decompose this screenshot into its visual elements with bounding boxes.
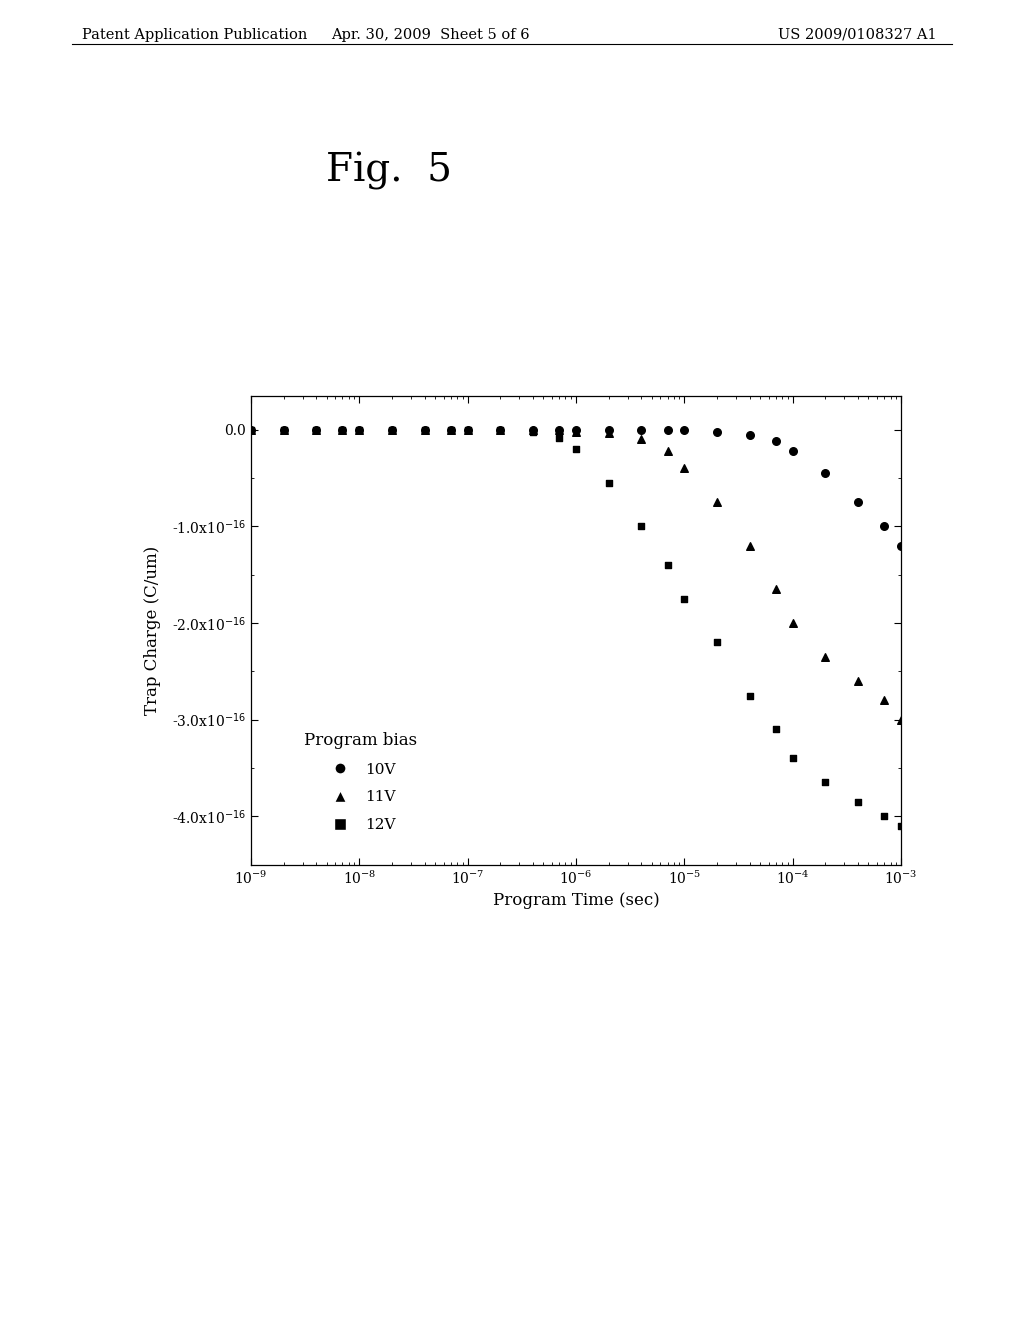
Point bbox=[784, 441, 801, 462]
Point bbox=[417, 420, 433, 441]
Legend: 10V, 11V, 12V: 10V, 11V, 12V bbox=[298, 726, 423, 838]
Point bbox=[600, 422, 616, 444]
Point bbox=[741, 535, 758, 556]
Point bbox=[877, 690, 893, 711]
Point bbox=[460, 420, 476, 441]
Point bbox=[817, 647, 834, 668]
Point bbox=[676, 420, 692, 441]
Point bbox=[384, 420, 400, 441]
Point bbox=[659, 441, 676, 462]
Point bbox=[384, 420, 400, 441]
Point bbox=[850, 492, 866, 513]
Point bbox=[893, 535, 909, 556]
Point bbox=[442, 420, 459, 441]
Point bbox=[417, 420, 433, 441]
Point bbox=[633, 420, 649, 441]
Point bbox=[551, 426, 567, 447]
Point bbox=[493, 420, 509, 441]
Point bbox=[243, 420, 259, 441]
Point bbox=[741, 685, 758, 706]
Text: Patent Application Publication: Patent Application Publication bbox=[82, 28, 307, 42]
Text: Fig.  5: Fig. 5 bbox=[326, 152, 453, 190]
Point bbox=[275, 420, 292, 441]
Point bbox=[633, 516, 649, 537]
Point bbox=[460, 420, 476, 441]
Point bbox=[600, 420, 616, 441]
Point bbox=[334, 420, 350, 441]
Point bbox=[817, 463, 834, 484]
Point bbox=[275, 420, 292, 441]
Y-axis label: Trap Charge (C/um): Trap Charge (C/um) bbox=[143, 545, 161, 715]
Text: US 2009/0108327 A1: US 2009/0108327 A1 bbox=[778, 28, 937, 42]
Point bbox=[243, 420, 259, 441]
Point bbox=[709, 632, 725, 653]
Point bbox=[741, 424, 758, 445]
Point bbox=[442, 420, 459, 441]
Point bbox=[676, 589, 692, 610]
Point bbox=[817, 772, 834, 793]
Point bbox=[334, 420, 350, 441]
Point bbox=[551, 420, 567, 441]
Point bbox=[784, 747, 801, 768]
Point bbox=[659, 420, 676, 441]
Point bbox=[676, 458, 692, 479]
Point bbox=[567, 438, 584, 459]
Point bbox=[308, 420, 325, 441]
Point bbox=[567, 420, 584, 441]
Point bbox=[524, 420, 541, 441]
Point bbox=[524, 421, 541, 442]
Point bbox=[893, 709, 909, 730]
Text: Apr. 30, 2009  Sheet 5 of 6: Apr. 30, 2009 Sheet 5 of 6 bbox=[331, 28, 529, 42]
Point bbox=[768, 578, 784, 599]
Point bbox=[460, 420, 476, 441]
Point bbox=[633, 429, 649, 450]
Point bbox=[877, 805, 893, 826]
Point bbox=[850, 671, 866, 692]
Point bbox=[442, 420, 459, 441]
Point bbox=[768, 430, 784, 451]
Point bbox=[243, 420, 259, 441]
Point bbox=[551, 420, 567, 441]
Point bbox=[493, 420, 509, 441]
Point bbox=[351, 420, 368, 441]
Point bbox=[384, 420, 400, 441]
Point bbox=[659, 554, 676, 576]
Point bbox=[308, 420, 325, 441]
Point bbox=[351, 420, 368, 441]
Point bbox=[334, 420, 350, 441]
Point bbox=[308, 420, 325, 441]
Point bbox=[351, 420, 368, 441]
Point bbox=[275, 420, 292, 441]
Point bbox=[877, 516, 893, 537]
Point bbox=[709, 421, 725, 442]
Point bbox=[493, 420, 509, 441]
Point bbox=[893, 816, 909, 837]
Point bbox=[709, 492, 725, 513]
X-axis label: Program Time (sec): Program Time (sec) bbox=[493, 892, 659, 909]
Point bbox=[784, 612, 801, 634]
Point bbox=[768, 719, 784, 741]
Point bbox=[567, 421, 584, 442]
Point bbox=[524, 420, 541, 441]
Point bbox=[417, 420, 433, 441]
Point bbox=[850, 791, 866, 812]
Point bbox=[600, 473, 616, 494]
